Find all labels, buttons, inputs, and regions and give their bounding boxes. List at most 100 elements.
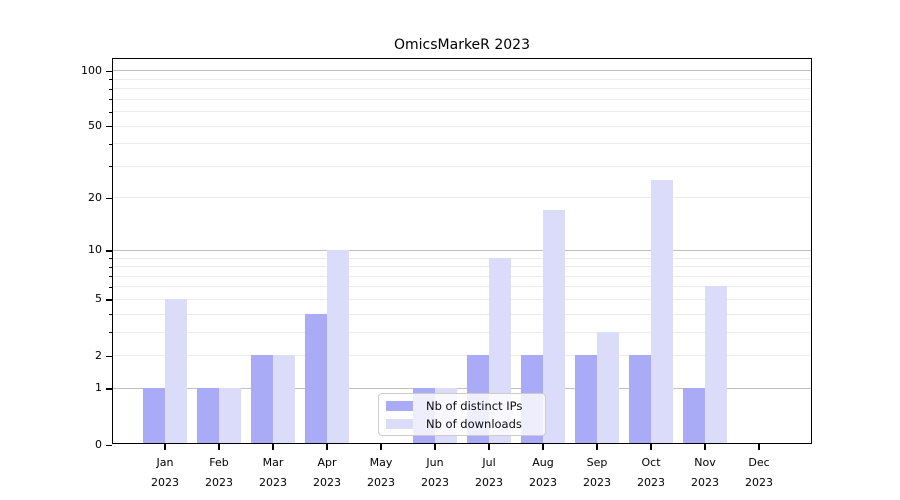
legend-swatch-distinct-ips (386, 400, 413, 411)
x-tick-label-jan-2023: Jan 2023 (137, 453, 193, 492)
plot-area (111, 57, 812, 444)
x-tick-mar-2023 (272, 444, 274, 450)
x-tick-label-month: Feb (209, 456, 229, 469)
y-minor-tick (108, 286, 112, 288)
y-minor-tick (108, 143, 112, 145)
minor-gridline (112, 78, 811, 80)
x-tick-label-year: 2023 (745, 475, 773, 489)
bar-distinct-ips-feb-2023 (196, 387, 219, 443)
x-tick-nov-2023 (704, 444, 706, 450)
y-tick-100 (106, 70, 112, 72)
bar-downloads-oct-2023 (650, 180, 673, 443)
y-minor-tick (108, 166, 112, 168)
x-tick-label-jun-2023: Jun 2023 (407, 453, 463, 492)
x-tick-jul-2023 (488, 444, 490, 450)
x-tick-sep-2023 (596, 444, 598, 450)
y-minor-tick (108, 266, 112, 268)
y-tick-10 (106, 250, 112, 252)
y-tick-label-0: 0 (95, 437, 102, 451)
bar-distinct-ips-sep-2023 (574, 355, 597, 443)
x-tick-may-2023 (380, 444, 382, 450)
x-tick-label-feb-2023: Feb 2023 (191, 453, 247, 492)
x-tick-label-year: 2023 (421, 475, 449, 489)
legend: Nb of distinct IPs Nb of downloads (378, 393, 546, 436)
legend-label-distinct-ips: Nb of distinct IPs (426, 398, 523, 413)
minor-gridline (112, 275, 811, 277)
minor-gridline (112, 143, 811, 145)
x-tick-label-month: Jun (426, 456, 444, 469)
bar-distinct-ips-apr-2023 (304, 313, 327, 443)
bar-downloads-aug-2023 (542, 209, 565, 443)
x-tick-label-year: 2023 (205, 475, 233, 489)
legend-item-downloads: Nb of downloads (386, 417, 545, 431)
x-tick-feb-2023 (218, 444, 220, 450)
x-tick-label-year: 2023 (259, 475, 287, 489)
y-tick-label-20: 20 (88, 190, 102, 204)
x-tick-oct-2023 (650, 444, 652, 450)
y-tick-1 (106, 388, 112, 390)
bar-downloads-nov-2023 (704, 286, 727, 443)
minor-gridline (112, 286, 811, 288)
minor-gridline (112, 266, 811, 267)
x-tick-label-oct-2023: Oct 2023 (623, 453, 679, 492)
major-gridline (112, 70, 811, 72)
bar-downloads-feb-2023 (218, 387, 241, 443)
legend-swatch-downloads (386, 418, 413, 429)
x-tick-label-year: 2023 (583, 475, 611, 489)
bar-distinct-ips-mar-2023 (250, 355, 273, 443)
major-gridline (112, 249, 811, 251)
x-tick-label-month: Jul (482, 456, 496, 469)
y-tick-label-100: 100 (81, 63, 102, 77)
x-tick-label-month: May (369, 456, 393, 469)
y-tick-5 (106, 299, 112, 301)
x-tick-label-may-2023: May 2023 (353, 453, 409, 492)
y-tick-label-10: 10 (88, 243, 102, 257)
minor-gridline (112, 355, 811, 356)
x-tick-jan-2023 (164, 444, 166, 450)
y-tick-label-2: 2 (95, 348, 102, 362)
minor-gridline (112, 313, 811, 315)
major-gridline (112, 387, 811, 389)
y-tick-label-5: 5 (95, 292, 102, 306)
minor-gridline (112, 197, 811, 199)
x-tick-label-apr-2023: Apr 2023 (299, 453, 355, 492)
bar-distinct-ips-jan-2023 (142, 387, 165, 443)
x-tick-label-month: Nov (694, 456, 716, 469)
x-tick-label-mar-2023: Mar 2023 (245, 453, 301, 492)
minor-gridline (112, 88, 811, 89)
y-tick-label-1: 1 (95, 381, 102, 395)
y-tick-label-50: 50 (88, 119, 102, 132)
minor-gridline (112, 257, 811, 259)
x-tick-label-year: 2023 (637, 475, 665, 489)
x-tick-label-nov-2023: Nov 2023 (677, 453, 733, 492)
x-tick-label-sep-2023: Sep 2023 (569, 453, 625, 492)
x-tick-label-year: 2023 (367, 475, 395, 489)
x-tick-label-year: 2023 (475, 475, 503, 489)
minor-gridline (112, 98, 811, 100)
minor-gridline (112, 125, 811, 127)
bar-downloads-apr-2023 (326, 249, 349, 443)
x-tick-label-month: Oct (641, 456, 661, 469)
y-minor-tick (108, 276, 112, 278)
y-minor-tick (108, 332, 112, 334)
y-minor-tick (108, 314, 112, 316)
bar-downloads-sep-2023 (596, 331, 619, 443)
x-tick-label-year: 2023 (691, 475, 719, 489)
chart-title: OmicsMarkeR 2023 (394, 37, 530, 53)
y-minor-tick (108, 88, 112, 90)
y-minor-tick (108, 79, 112, 81)
x-tick-label-jul-2023: Jul 2023 (461, 453, 517, 492)
x-tick-dec-2023 (758, 444, 760, 450)
x-tick-label-month: Aug (532, 456, 554, 469)
minor-gridline (112, 165, 811, 167)
y-minor-tick (108, 99, 112, 101)
minor-gridline (112, 298, 811, 300)
minor-gridline (112, 331, 811, 333)
bar-downloads-mar-2023 (272, 355, 295, 443)
x-tick-label-month: Dec (748, 456, 770, 469)
x-tick-label-month: Mar (262, 456, 284, 469)
x-tick-label-year: 2023 (151, 475, 179, 489)
y-tick-50 (106, 126, 112, 128)
x-tick-apr-2023 (326, 444, 328, 450)
